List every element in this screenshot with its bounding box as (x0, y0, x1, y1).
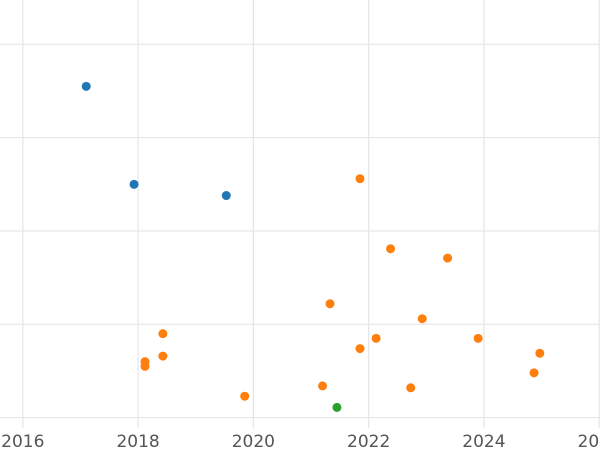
data-points (81, 81, 545, 412)
data-point-series-1-3 (325, 299, 335, 309)
data-point-series-1-13 (529, 368, 539, 378)
x-tick-label-2020: 2020 (232, 432, 275, 450)
data-point-series-0-1 (129, 179, 139, 189)
data-point-series-1-1 (386, 244, 396, 254)
data-point-series-1-7 (473, 333, 483, 343)
x-tick-label-2026: 2026 (578, 432, 600, 450)
x-tick-label-2022: 2022 (347, 432, 390, 450)
data-point-series-1-10 (158, 351, 168, 361)
data-point-series-1-12 (140, 361, 150, 371)
x-tick-label-2016: 2016 (1, 432, 44, 450)
data-point-series-1-8 (355, 344, 365, 354)
data-point-series-1-4 (417, 314, 427, 324)
data-point-series-1-14 (318, 381, 328, 391)
data-point-series-1-2 (443, 253, 453, 263)
x-tick-label-2018: 2018 (116, 432, 159, 450)
data-point-series-2-0 (332, 402, 342, 412)
data-point-series-1-9 (535, 348, 545, 358)
data-point-series-1-6 (371, 333, 381, 343)
x-tick-label-2024: 2024 (462, 432, 505, 450)
data-point-series-1-5 (158, 329, 168, 339)
data-point-series-0-0 (81, 81, 91, 91)
x-axis-tick-labels: 2016 2018 2020 2022 2024 2026 (1, 432, 600, 450)
data-point-series-0-2 (221, 191, 231, 201)
data-point-series-1-15 (406, 383, 416, 393)
data-point-series-1-16 (240, 391, 250, 401)
grid (0, 0, 600, 428)
data-point-series-1-0 (355, 174, 365, 184)
